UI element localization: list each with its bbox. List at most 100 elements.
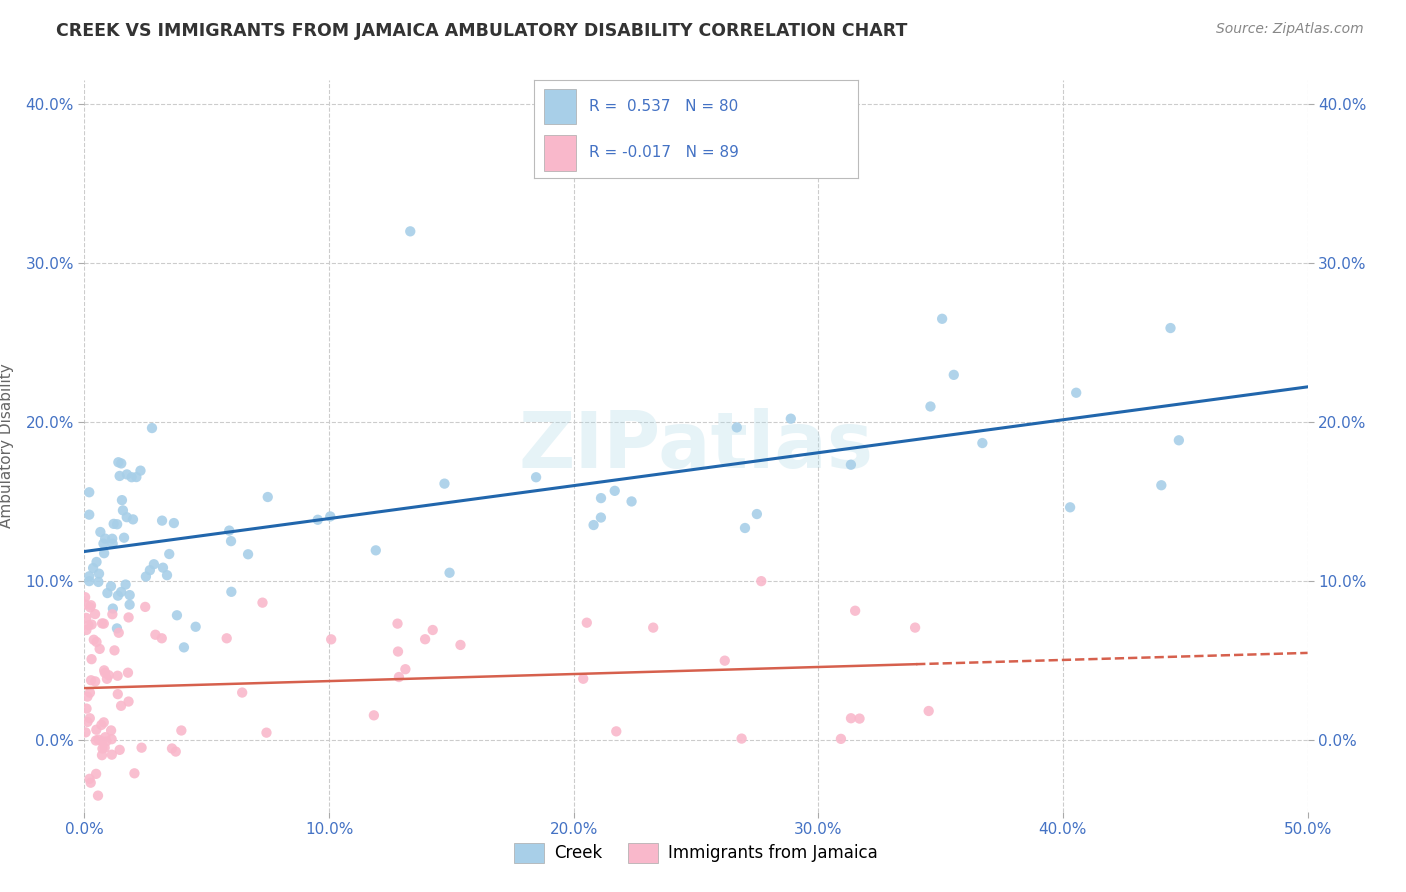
Point	[163, 516, 186, 530]
Point	[87, 789, 110, 803]
Point	[105, 621, 128, 635]
Point	[582, 518, 605, 533]
Point	[80, 599, 103, 613]
Point	[620, 494, 643, 508]
Point	[91, 748, 114, 763]
Point	[575, 615, 598, 630]
Point	[942, 368, 965, 382]
Point	[166, 608, 188, 623]
FancyBboxPatch shape	[544, 89, 576, 124]
Point	[830, 731, 852, 746]
Point	[931, 311, 953, 326]
Point	[77, 508, 100, 522]
Point	[839, 711, 862, 725]
Point	[145, 628, 167, 642]
Point	[713, 654, 735, 668]
Point	[112, 531, 135, 545]
Point	[94, 532, 117, 546]
Point	[103, 516, 125, 531]
Point	[173, 640, 195, 655]
Point	[101, 601, 124, 615]
Point	[363, 708, 385, 723]
Point	[108, 743, 131, 757]
Point	[77, 569, 100, 583]
Point	[321, 632, 343, 647]
Y-axis label: Ambulatory Disability: Ambulatory Disability	[0, 364, 14, 528]
Point	[89, 524, 111, 539]
Point	[524, 470, 547, 484]
Point	[749, 574, 772, 589]
Point	[79, 686, 101, 700]
Point	[80, 673, 103, 688]
Point	[93, 740, 115, 755]
Point	[219, 534, 242, 549]
Point	[91, 616, 114, 631]
Point	[103, 643, 125, 657]
Point	[84, 767, 107, 781]
Point	[75, 623, 97, 637]
Point	[101, 532, 124, 546]
Point	[93, 664, 115, 678]
Point	[150, 514, 173, 528]
Point	[157, 547, 180, 561]
Point	[399, 224, 422, 238]
Point	[972, 436, 994, 450]
Point	[115, 510, 138, 524]
Point	[118, 588, 141, 602]
Point	[730, 731, 752, 746]
Point	[90, 718, 112, 732]
Point	[93, 715, 115, 730]
Point	[107, 669, 129, 683]
Text: ZIPatlas: ZIPatlas	[519, 408, 873, 484]
Point	[231, 685, 253, 699]
Point	[101, 607, 124, 622]
Point	[572, 672, 595, 686]
Point	[117, 665, 139, 680]
Point	[80, 617, 103, 632]
Point	[150, 632, 173, 646]
Point	[96, 586, 118, 600]
Point	[1150, 478, 1173, 492]
Point	[86, 723, 108, 737]
Point	[86, 635, 108, 649]
Point	[108, 469, 131, 483]
Point	[139, 563, 162, 577]
Point	[84, 733, 107, 747]
Point	[839, 458, 862, 472]
Point	[93, 536, 115, 550]
Point	[422, 623, 444, 637]
Point	[152, 560, 174, 574]
Point	[76, 690, 98, 704]
Point	[111, 493, 134, 508]
Point	[589, 491, 612, 505]
Point	[122, 512, 145, 526]
Point	[93, 546, 115, 560]
Point	[141, 421, 163, 435]
Point	[439, 566, 461, 580]
Point	[589, 510, 612, 524]
Point	[83, 632, 105, 647]
Point	[100, 732, 122, 747]
Point	[114, 577, 136, 591]
Point	[904, 621, 927, 635]
Point	[80, 652, 103, 666]
Point	[307, 513, 329, 527]
Point	[77, 574, 100, 588]
Point	[643, 621, 665, 635]
Point	[101, 537, 124, 551]
Point	[105, 517, 128, 532]
Point	[252, 596, 274, 610]
Point	[87, 566, 110, 581]
Point	[125, 470, 148, 484]
Point	[91, 734, 114, 748]
Point	[87, 732, 110, 747]
Point	[100, 579, 122, 593]
Point	[89, 641, 111, 656]
Point	[394, 662, 416, 676]
Point	[97, 668, 120, 682]
Point	[101, 747, 124, 762]
Point	[110, 698, 132, 713]
Point	[75, 598, 97, 612]
Text: R = -0.017   N = 89: R = -0.017 N = 89	[589, 145, 740, 161]
Point	[131, 740, 153, 755]
